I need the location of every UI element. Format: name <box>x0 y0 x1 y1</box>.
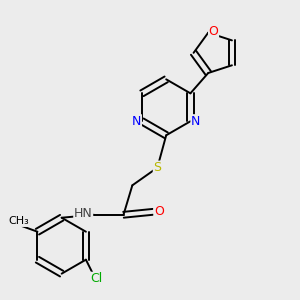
Text: S: S <box>153 161 161 174</box>
Text: O: O <box>154 205 164 218</box>
Text: HN: HN <box>74 207 93 220</box>
Text: Cl: Cl <box>90 272 102 285</box>
Text: CH₃: CH₃ <box>8 216 29 226</box>
Text: N: N <box>132 115 141 128</box>
Text: O: O <box>208 25 218 38</box>
Text: N: N <box>191 115 200 128</box>
